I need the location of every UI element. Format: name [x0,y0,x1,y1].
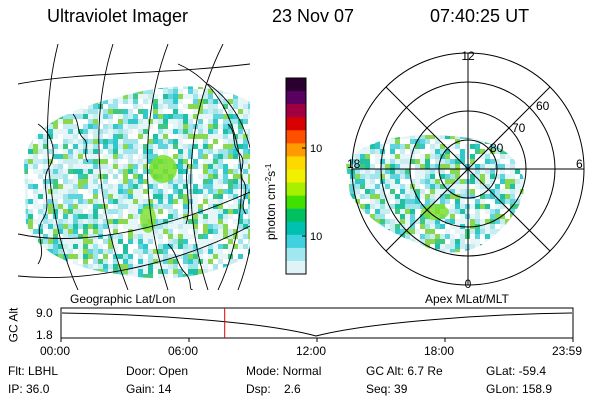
coastline [37,113,247,290]
timeline-tick-0000: 00:00 [40,344,71,358]
timeline-ticks [60,338,574,342]
geo-longitude: GLon: 158.9 [486,382,553,396]
colorbar-cell [286,195,306,210]
gain-value: Gain: 14 [126,382,172,396]
mlat-label-80: 80 [490,141,504,155]
image-time: 07:40:25 UT [430,6,530,26]
mlt-label-6: 6 [576,157,583,171]
mlat-label-60: 60 [536,99,550,113]
colorbar-tick-100: 100 [310,143,322,155]
timeline-y-top: 9.0 [36,306,53,320]
colorbar-cell [286,143,306,157]
colorbar-cell [286,208,306,223]
ip-value: IP: 36.0 [8,382,50,396]
polar-plot: 12 18 6 0 60 70 80 [346,49,585,291]
colorbar-cell [286,78,306,92]
timeline-axis-label: GC Alt [6,307,21,343]
timeline-tick-2359: 23:59 [552,344,583,358]
door-status: Door: Open [126,364,189,378]
mlt-label-12: 12 [461,49,475,63]
mlat-label-70: 70 [512,121,526,135]
timeline-tick-1800: 18:00 [424,344,455,358]
colorbar-cell [286,156,306,170]
colorbar-tick-10: 10 [310,231,322,243]
colorbar-cells [286,78,306,275]
polar-grid [351,52,585,286]
dsp-value: Dsp: 2.6 [246,382,301,396]
colorbar-cell [286,247,306,262]
colorbar-cell [286,221,306,236]
mode-status: Mode: Normal [246,364,322,378]
colorbar-cell [286,104,306,118]
colorbar-cell [286,234,306,249]
altitude-curve [61,312,573,337]
colorbar-cell [286,117,306,131]
colorbar-cell [286,182,306,197]
geographic-map [18,44,250,290]
timeline-y-bottom: 1.8 [36,328,53,342]
latlon-grid [18,44,250,290]
timeline-tick-1200: 12:00 [296,344,327,358]
filter-value: Flt: LBHL [8,364,59,378]
colorbar-cell [286,169,306,184]
timeline-tick-0600: 06:00 [168,344,199,358]
map-image-layer [18,44,250,290]
sequence-number: Seq: 39 [366,382,408,396]
mlt-label-18: 18 [347,157,361,171]
gc-altitude: GC Alt: 6.7 Re [366,364,443,378]
colorbar-cell [286,260,306,275]
left-panel-caption: Geographic Lat/Lon [70,292,176,306]
altitude-timeline [60,307,574,342]
right-panel-caption: Apex MLat/MLT [425,292,509,306]
mlt-label-0: 0 [465,277,472,291]
geo-latitude: GLat: -59.4 [486,364,547,378]
instrument-title: Ultraviolet Imager [47,6,189,26]
colorbar: photon cm-2s-1 100 10 [264,77,322,275]
colorbar-unit-label: photon cm-2s-1 [264,163,278,240]
image-date: 23 Nov 07 [272,6,355,26]
colorbar-cell [286,130,306,144]
colorbar-cell [286,91,306,105]
